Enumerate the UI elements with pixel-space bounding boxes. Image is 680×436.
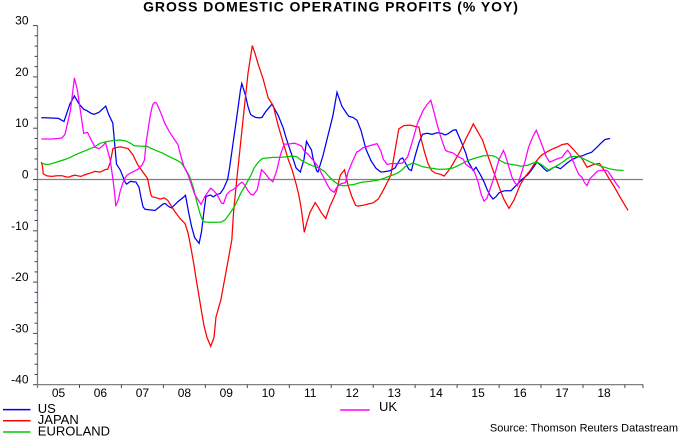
svg-text:06: 06 — [94, 386, 108, 400]
svg-text:-10: -10 — [11, 219, 29, 233]
svg-text:05: 05 — [52, 386, 66, 400]
svg-text:10: 10 — [15, 116, 29, 130]
svg-text:GROSS DOMESTIC OPERATING PROFI: GROSS DOMESTIC OPERATING PROFITS (% YOY) — [143, 0, 519, 15]
svg-text:US: US — [38, 401, 56, 416]
svg-text:13: 13 — [388, 386, 402, 400]
svg-text:16: 16 — [513, 386, 527, 400]
svg-text:12: 12 — [346, 386, 360, 400]
svg-text:11: 11 — [304, 386, 317, 400]
svg-text:14: 14 — [429, 386, 443, 400]
svg-text:-40: -40 — [11, 373, 29, 387]
svg-text:JAPAN: JAPAN — [38, 412, 79, 427]
svg-text:0: 0 — [22, 168, 29, 182]
svg-text:EUROLAND: EUROLAND — [38, 423, 110, 436]
svg-text:-30: -30 — [11, 321, 29, 335]
svg-text:30: 30 — [15, 14, 29, 28]
svg-text:Source: Thomson Reuters Datast: Source: Thomson Reuters Datastream — [490, 423, 678, 435]
svg-text:09: 09 — [220, 386, 234, 400]
svg-text:17: 17 — [555, 386, 569, 400]
svg-text:10: 10 — [262, 386, 276, 400]
svg-text:-20: -20 — [11, 270, 29, 284]
svg-text:15: 15 — [471, 386, 485, 400]
svg-text:08: 08 — [178, 386, 192, 400]
svg-text:UK: UK — [379, 399, 397, 414]
svg-text:07: 07 — [136, 386, 150, 400]
svg-text:20: 20 — [15, 65, 29, 79]
svg-text:18: 18 — [597, 386, 611, 400]
